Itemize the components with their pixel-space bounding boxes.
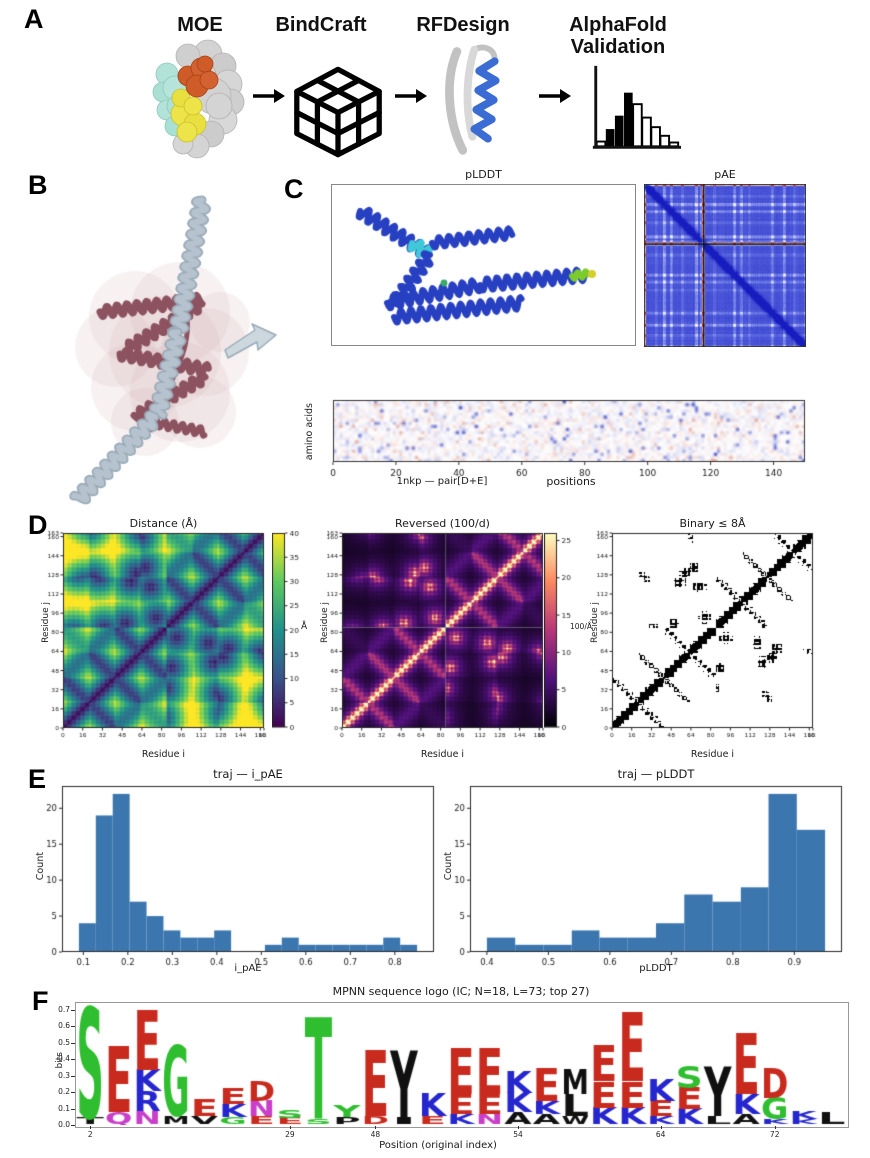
panel-label-c: C [284,174,304,204]
distance-title: Distance (Å) [129,517,198,530]
aa-heatmap-caption: 1nkp — pair[D+E] [396,476,488,487]
binary-contact-map [586,530,816,748]
distance-xlabel: Residue i [141,749,186,760]
logo-title: MPNN sequence logo (IC; N=18, L=73; top … [332,985,590,998]
lattice-cube-icon [294,66,382,158]
hist-plddt-title: traj — pLDDT [617,767,695,781]
reversed-xlabel: Residue i [420,749,465,760]
step-title-moe: MOE [177,14,223,36]
amino-acid-position-heatmap [325,394,820,482]
logo-xtick: 72 [769,1130,780,1139]
step-title-alphafold-validation: AlphaFold Validation [569,14,667,59]
panel-label-a: A [24,4,44,34]
protein-ribbon-icon [445,44,500,155]
pae-matrix [644,184,806,347]
hist-ipae [26,782,438,968]
logo-ytick: 0.5 [58,1037,70,1047]
binary-xlabel: Residue i [690,749,735,760]
logo-ytick: 0.1 [58,1103,70,1113]
distance-matrix [37,530,267,748]
reversed-ylabel: Residue j [320,602,330,643]
hist-ipae-ylabel: Count [35,852,46,881]
logo-ytick: 0.2 [58,1087,70,1097]
step-title-bindcraft: BindCraft [275,14,367,36]
aa-heatmap-xlabel: positions [546,475,596,488]
logo-xtick: 64 [655,1130,666,1139]
sequence-logo [76,1003,846,1125]
logo-xtick: 48 [370,1130,381,1139]
distance-colorbar [272,531,308,731]
logo-ylabel: bits [55,1052,65,1069]
hist-ipae-title: traj — i_pAE [213,767,283,781]
plddt-structure [332,185,635,345]
logo-ytick: 0.6 [58,1021,70,1031]
aa-heatmap-ylabel: amino acids [304,403,315,461]
reversed-matrix [316,530,546,748]
binary-ylabel: Residue j [590,602,600,643]
hist-plddt [434,782,846,968]
logo-ytick: 0.3 [58,1070,70,1080]
reversed-colorbar-unit: 100/Å [570,622,592,631]
plddt-title: pLDDT [465,168,502,181]
distance-ylabel: Residue j [41,602,51,643]
arrow-icon [253,89,285,103]
logo-ytick: 0.0 [58,1120,70,1129]
histogram-icon [592,65,682,149]
protein-surface-icon [152,39,245,159]
hist-plddt-xlabel: pLDDT [639,963,673,974]
hist-ipae-xlabel: i_pAE [234,963,262,974]
pae-title: pAE [714,168,736,181]
logo-xtick: 2 [87,1130,93,1139]
logo-ytick: 0.7 [58,1004,70,1014]
logo-xlabel: Position (original index) [379,1140,497,1151]
step-title-rfdesign: RFDesign [416,14,510,36]
arrow-icon [539,89,571,103]
logo-xtick: 29 [285,1130,295,1139]
arrow-icon [395,89,427,103]
reversed-title: Reversed (100/d) [395,517,490,530]
logo-xtick: 54 [513,1130,523,1139]
binary-title: Binary ≤ 8Å [679,517,746,530]
reversed-colorbar [544,531,580,731]
binder-target-structure [30,182,285,512]
panel-label-f: F [32,986,49,1016]
distance-colorbar-unit: Å [301,622,308,632]
logo-ytick: 0.4 [58,1054,70,1064]
hist-plddt-ylabel: Count [443,852,454,881]
